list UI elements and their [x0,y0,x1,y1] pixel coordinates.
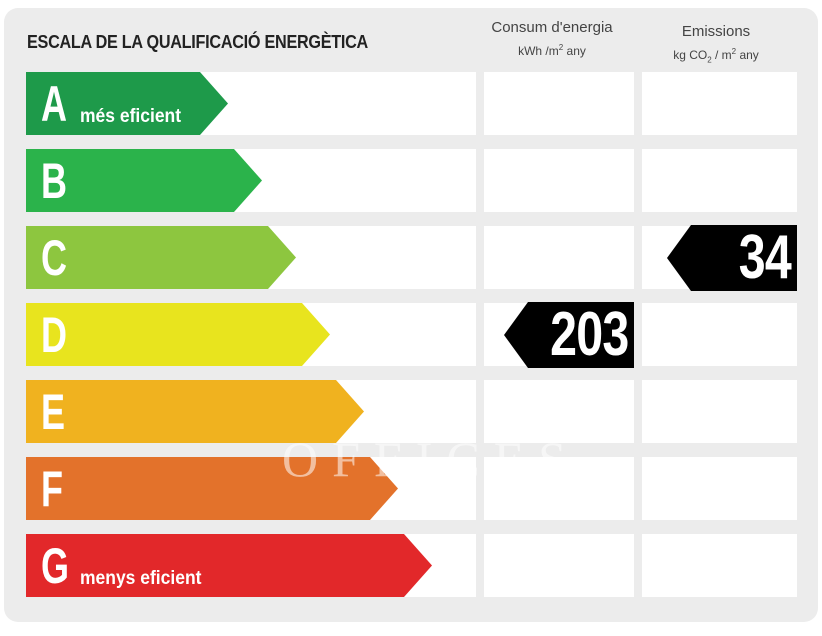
badge-shape [667,225,797,291]
emissions-cell [642,149,797,212]
rating-arrow-d: D [26,303,330,366]
energy-cell [484,226,634,289]
rating-letter: C [41,230,67,286]
rating-arrow-shape [26,534,432,597]
emissions-cell [642,457,797,520]
rating-letter: A [41,76,67,132]
rating-letter: B [41,153,67,209]
rating-arrow-shape [26,457,398,520]
energy-column-unit: kWh /m2 any [518,43,586,58]
rating-letter: F [41,461,63,517]
rating-arrow-c: C [26,226,296,289]
energy-cell [484,534,634,597]
rating-tag: menys eficient [80,568,202,589]
rating-arrow-f: F [26,457,398,520]
rating-arrow-shape [26,303,330,366]
energy-cell [484,149,634,212]
rating-letter: G [41,538,70,594]
badge-value: 34 [738,223,792,292]
emissions-column-header: Emissions kg CO2 / m2 any [642,22,790,70]
emissions-rating-badge: 34 [667,225,797,291]
rating-arrow-shape [26,149,262,212]
emissions-cell [642,534,797,597]
watermark-text: OFFICES [282,431,581,487]
rating-letter: D [41,307,67,363]
emissions-cell [642,72,797,135]
energy-cell [484,72,634,135]
rating-arrow-shape [26,72,228,135]
energy-cell [484,380,634,443]
energy-cell [484,457,634,520]
emissions-cell [642,380,797,443]
rating-tag: més eficient [80,106,182,127]
emissions-cell [642,303,797,366]
badge-value: 203 [549,300,629,369]
rating-letter: E [41,384,66,440]
energy-column-label: Consum d'energia [491,19,613,36]
badge-shape [504,302,634,368]
energy-rating-badge: 203 [504,302,634,368]
page-title: ESCALA DE LA QUALIFICACIÓ ENERGÈTICA [27,32,368,52]
rating-arrow-e: E [26,380,364,443]
rating-arrow-shape [26,380,364,443]
emissions-column-unit: kg CO2 / m2 any [673,47,759,65]
energy-column-header: Consum d'energia kWh /m2 any [484,18,620,61]
rating-arrow-b: B [26,149,262,212]
emissions-column-label: Emissions [681,23,751,40]
rating-arrow-shape [26,226,296,289]
